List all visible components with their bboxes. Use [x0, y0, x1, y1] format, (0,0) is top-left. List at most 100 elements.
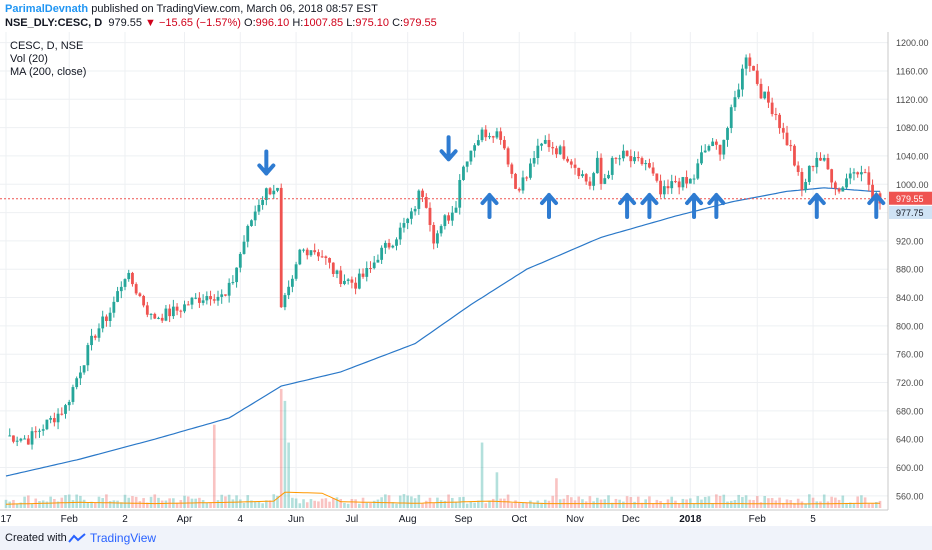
- volume-bar: [291, 497, 294, 508]
- volume-bar: [826, 501, 830, 508]
- candle-body: [49, 418, 53, 420]
- candle-body: [134, 284, 138, 294]
- up-arrow-icon: [867, 193, 886, 220]
- open-label: O:: [244, 17, 256, 29]
- author-link[interactable]: ParimalDevnath: [5, 3, 89, 15]
- volume-bar: [250, 500, 253, 508]
- candle-body: [499, 131, 503, 140]
- candle-body: [819, 157, 822, 161]
- volume-bar: [860, 495, 863, 508]
- ma-value-tag: [889, 206, 932, 220]
- volume-bar: [201, 500, 205, 508]
- candle-body: [60, 413, 64, 415]
- low-value: 975.10: [355, 17, 390, 29]
- candle-body: [807, 165, 811, 183]
- price-chart[interactable]: 560.00 600.00 640.00 680.00 720.00 760.00 800.…: [0, 32, 932, 526]
- candle-body: [268, 188, 272, 195]
- last-price: 979.55: [108, 17, 142, 29]
- volume-bar: [398, 495, 402, 508]
- candle-body: [815, 157, 819, 168]
- volume-bar: [856, 496, 859, 508]
- volume-bar: [804, 503, 807, 508]
- chart-area[interactable]: 560.00 600.00 640.00 680.00 720.00 760.00 800.…: [0, 32, 932, 526]
- volume-bar: [64, 495, 67, 508]
- created-with-label: Created with: [5, 532, 67, 544]
- candle-body: [250, 220, 253, 226]
- candle-body: [510, 164, 514, 174]
- candle-body: [264, 188, 268, 201]
- candle-body: [543, 139, 547, 144]
- volume-bar: [242, 502, 246, 508]
- candle-body: [235, 267, 238, 283]
- candle-body: [755, 70, 759, 84]
- volume-bar: [874, 502, 878, 508]
- volume-bar: [674, 500, 677, 508]
- x-tick-label: Feb: [749, 514, 767, 525]
- candle-body: [744, 57, 748, 69]
- price-change: −15.65 (−1.57%): [159, 17, 241, 29]
- candle-body: [119, 286, 123, 292]
- y-tick-label: 800.00: [896, 321, 924, 331]
- volume-bar: [49, 496, 52, 508]
- candle-body: [413, 208, 417, 212]
- close-value: 979.55: [403, 17, 437, 29]
- candle-body: [421, 190, 424, 197]
- candle-body: [216, 296, 220, 301]
- volume-bar: [525, 502, 528, 508]
- candle-body: [75, 378, 79, 388]
- low-label: L:: [346, 17, 356, 29]
- volume-bar: [577, 496, 581, 508]
- volume-bar: [841, 495, 845, 508]
- candle-body: [56, 413, 60, 423]
- down-arrow-icon: ▼: [145, 17, 156, 29]
- legend-volume: Vol (20): [10, 53, 48, 65]
- candle-body: [718, 144, 722, 155]
- candle-body: [581, 174, 584, 177]
- volume-bar: [677, 503, 681, 508]
- candle-body: [64, 405, 67, 414]
- candle-body: [480, 129, 484, 141]
- candle-body: [793, 145, 796, 166]
- volume-bar: [566, 495, 569, 508]
- candle-body: [276, 187, 279, 191]
- volume-bar: [439, 500, 443, 508]
- candle-body: [800, 171, 804, 191]
- candle-body: [138, 293, 142, 297]
- candle-body: [387, 242, 391, 248]
- candle-body: [164, 308, 168, 321]
- candle-body: [346, 279, 350, 281]
- candle-body: [395, 239, 398, 246]
- candle-body: [826, 157, 830, 170]
- candle-body: [867, 172, 871, 185]
- candle-body: [23, 438, 26, 440]
- candle-body: [354, 282, 357, 289]
- candle-body: [521, 177, 525, 191]
- y-tick-label: 1080.00: [896, 123, 929, 133]
- volume-bar: [651, 503, 655, 508]
- candle-body: [287, 286, 291, 296]
- candle-body: [465, 161, 469, 167]
- tradingview-brand[interactable]: TradingView: [90, 531, 157, 545]
- volume-bar: [331, 498, 335, 508]
- candle-body: [625, 150, 629, 157]
- volume-bar: [402, 494, 406, 508]
- candle-body: [833, 182, 837, 189]
- volume-bar: [160, 500, 164, 508]
- volume-bar: [793, 502, 796, 508]
- symbol-label: NSE_DLY:CESC, D: [5, 17, 103, 29]
- candle-body: [603, 178, 607, 184]
- x-tick-label: 4: [238, 514, 244, 525]
- volume-bar: [450, 497, 454, 508]
- footer-bar: Created with TradingView: [0, 526, 932, 550]
- volume-bar: [696, 496, 700, 508]
- volume-bar: [555, 478, 558, 508]
- volume-bar: [517, 502, 521, 508]
- volume-bar: [808, 494, 811, 508]
- candle-body: [186, 304, 190, 306]
- volume-bar: [320, 498, 324, 508]
- volume-bar: [629, 497, 633, 508]
- candle-body: [324, 256, 328, 259]
- volume-bar: [726, 501, 729, 508]
- up-arrow-icon: [480, 193, 499, 220]
- volume-bar: [432, 503, 436, 508]
